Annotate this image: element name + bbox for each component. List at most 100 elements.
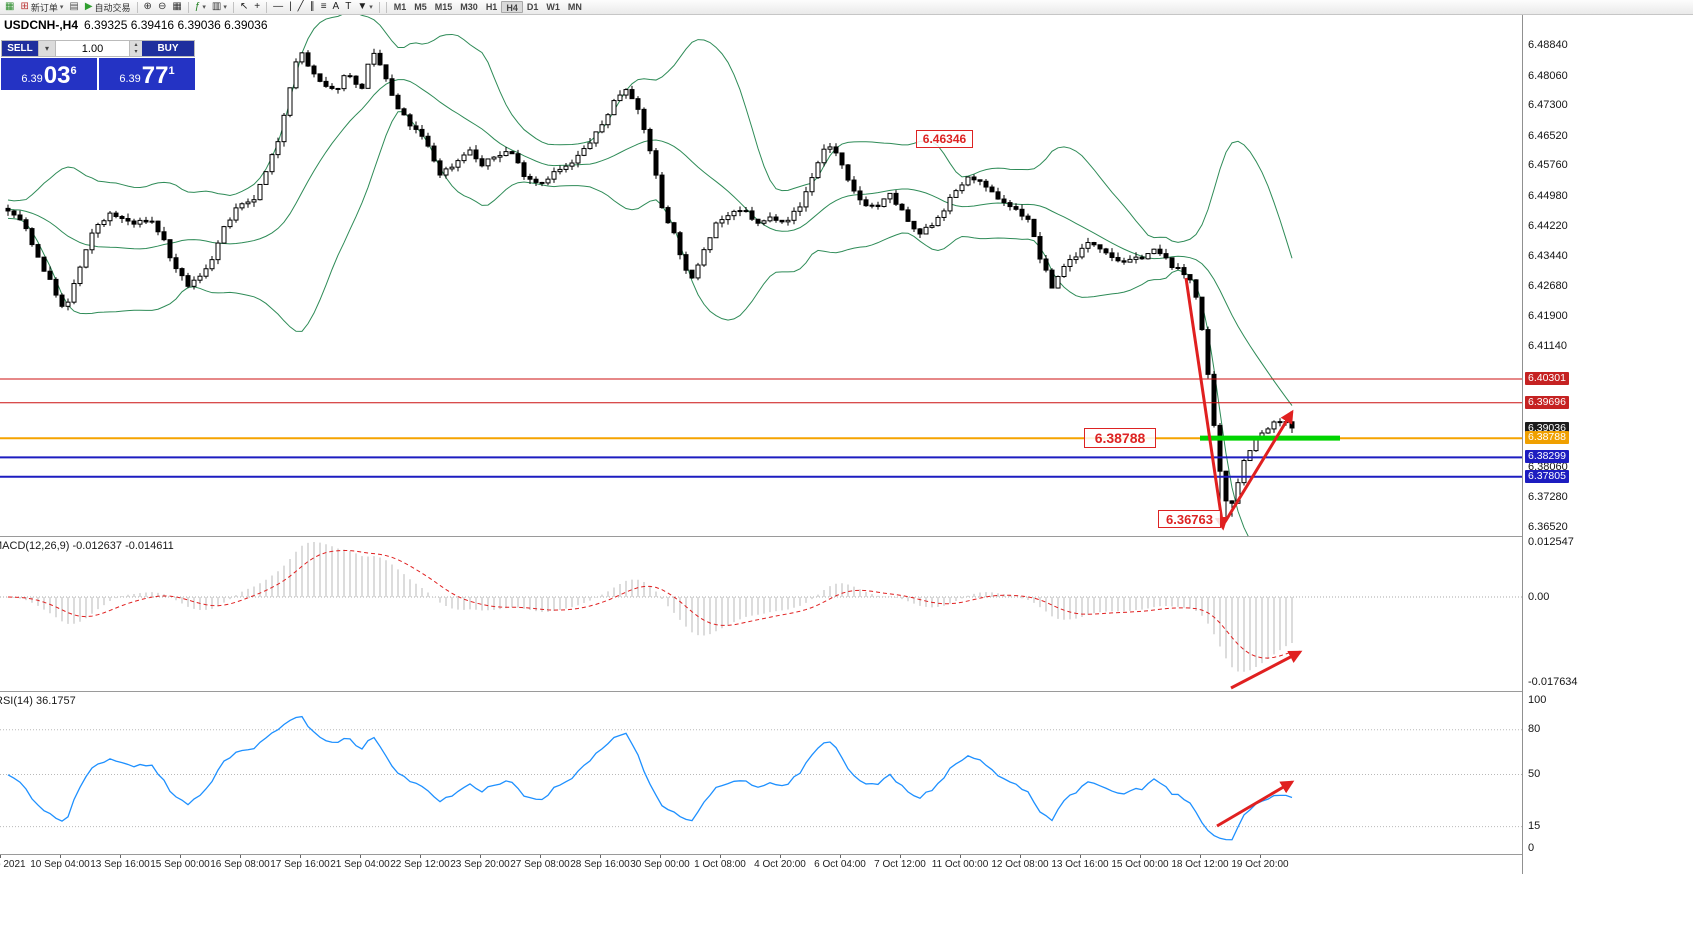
templates-button[interactable]: ▥ ▾ [209, 1, 230, 14]
candle-body [1031, 218, 1037, 238]
candle-body [323, 80, 329, 87]
panel-splitter-rsi[interactable] [0, 691, 1693, 692]
candle-body [251, 199, 257, 203]
trend-arrow[interactable] [1184, 277, 1229, 531]
crosshair-button[interactable]: + [251, 1, 263, 14]
timeframe-h1[interactable]: H1 [485, 2, 498, 12]
price-annotation-box[interactable]: 6.46346 [916, 130, 973, 148]
hline-tool-button[interactable]: — [270, 1, 286, 14]
candle-body [1193, 279, 1199, 298]
rsi-scale-label: 0 [1528, 842, 1535, 854]
price-axis[interactable]: 6.48840 6.48060 6.47300 6.46520 6.45760 6.449… [1523, 15, 1693, 874]
candle-body [17, 214, 23, 221]
candle-body [935, 216, 941, 227]
candle-body [365, 63, 371, 89]
text-tool-icon: A [332, 1, 340, 12]
candle-body [701, 249, 707, 266]
new-order-button[interactable]: ⊞ 新订单 ▾ [17, 1, 66, 14]
price-annotation-box[interactable]: 6.36763 [1158, 510, 1221, 528]
indicators-button[interactable]: ƒ ▾ [192, 1, 209, 14]
chart-window-icon[interactable]: ▤ [66, 1, 81, 14]
templates-icon: ▥ [211, 1, 222, 12]
candle-body [359, 83, 365, 89]
zoom-out-button[interactable]: ⊖ [155, 1, 169, 14]
tile-windows-button[interactable]: ▦ [169, 1, 184, 14]
candle-body [845, 164, 851, 181]
trend-arrow[interactable] [1216, 780, 1295, 828]
trend-arrow[interactable] [1230, 650, 1303, 690]
sell-price-button[interactable]: 6.39 03 6 [1, 58, 97, 90]
price-axis-label: 6.44220 [1528, 219, 1568, 232]
time-tick [900, 855, 901, 858]
panel-splitter-macd[interactable] [0, 536, 1693, 537]
candle-body [593, 131, 599, 144]
buy-button[interactable]: BUY [142, 41, 194, 56]
timeframe-m1[interactable]: M1 [393, 2, 407, 12]
candle-body [1025, 215, 1031, 220]
candle-body [437, 160, 443, 176]
spin-up-icon[interactable]: ▴ [134, 41, 138, 48]
new-chart-icon[interactable]: ▦ [2, 1, 17, 14]
channel-tool-button[interactable]: ∥ [307, 1, 318, 14]
candle-body [1061, 265, 1067, 278]
candle-body [395, 94, 401, 110]
candle-body [497, 155, 503, 158]
text-tool-button[interactable]: A [330, 1, 343, 14]
candle-body [737, 210, 743, 213]
time-tick [1080, 855, 1081, 858]
timeframe-m30[interactable]: M30 [460, 2, 478, 12]
fibo-tool-button[interactable]: ≡ [318, 1, 330, 14]
timeframe-mn[interactable]: MN [567, 2, 582, 12]
zoom-in-button[interactable]: ⊕ [141, 1, 155, 14]
volume-input[interactable] [56, 41, 129, 56]
timeframe-m5[interactable]: M5 [414, 2, 427, 12]
candle-body [539, 181, 545, 184]
price-annotation-box[interactable]: 6.38788 [1084, 428, 1156, 448]
cursor-button[interactable]: ↖ [237, 1, 251, 14]
time-tick [240, 855, 241, 858]
candle-body [1133, 256, 1139, 260]
autotrade-button[interactable]: ▶ 自动交易 [82, 1, 134, 14]
candle-body [71, 283, 77, 303]
time-axis-label: 28 Sep 16:00 [570, 859, 630, 870]
trend-arrow[interactable] [1223, 409, 1294, 523]
symbol-period-label: USDCNH-,H4 [4, 18, 79, 32]
label-tool-button[interactable]: T [342, 1, 354, 14]
candle-body [1217, 424, 1223, 472]
candle-body [1229, 500, 1235, 504]
label-tool-icon: T [345, 1, 352, 12]
timeframe-w1[interactable]: W1 [546, 2, 560, 12]
macd-plot[interactable] [0, 537, 1522, 691]
time-axis-label: 11 Oct 00:00 [931, 859, 989, 870]
spin-down-icon[interactable]: ▾ [134, 48, 138, 55]
price-axis-label: 6.46520 [1528, 129, 1568, 142]
candle-body [659, 174, 665, 209]
arrows-tool-button[interactable]: ▼ ▾ [354, 1, 375, 14]
candle-body [695, 264, 701, 279]
trendline-tool-button[interactable]: ╱ [295, 1, 307, 14]
volume-spinner[interactable]: ▴ ▾ [129, 41, 142, 56]
time-tick [180, 855, 181, 858]
tile-windows-icon: ▦ [172, 1, 182, 12]
candle-body [191, 279, 197, 287]
time-tick [540, 855, 541, 858]
candle-body [215, 242, 221, 261]
candle-body [1109, 252, 1115, 258]
timeframe-m15[interactable]: M15 [434, 2, 453, 12]
price-axis-label: 6.47300 [1528, 99, 1568, 112]
time-tick [300, 855, 301, 858]
timeframe-h4[interactable]: H4 [501, 1, 523, 13]
main-chart-plot[interactable] [0, 15, 1522, 536]
price-axis-border [1522, 15, 1523, 874]
vline-tool-button[interactable]: | [286, 1, 295, 14]
sell-button[interactable]: SELL [2, 41, 38, 56]
order-type-dropdown[interactable]: ▾ [38, 41, 56, 56]
rsi-plot[interactable] [0, 692, 1522, 854]
buy-price-button[interactable]: 6.39 77 1 [99, 58, 195, 90]
candle-body [1103, 248, 1109, 254]
timeframe-d1[interactable]: D1 [526, 2, 539, 12]
time-axis-label: 7 Oct 12:00 [874, 859, 926, 870]
candle-body [797, 206, 803, 212]
candle-body [1079, 247, 1085, 258]
